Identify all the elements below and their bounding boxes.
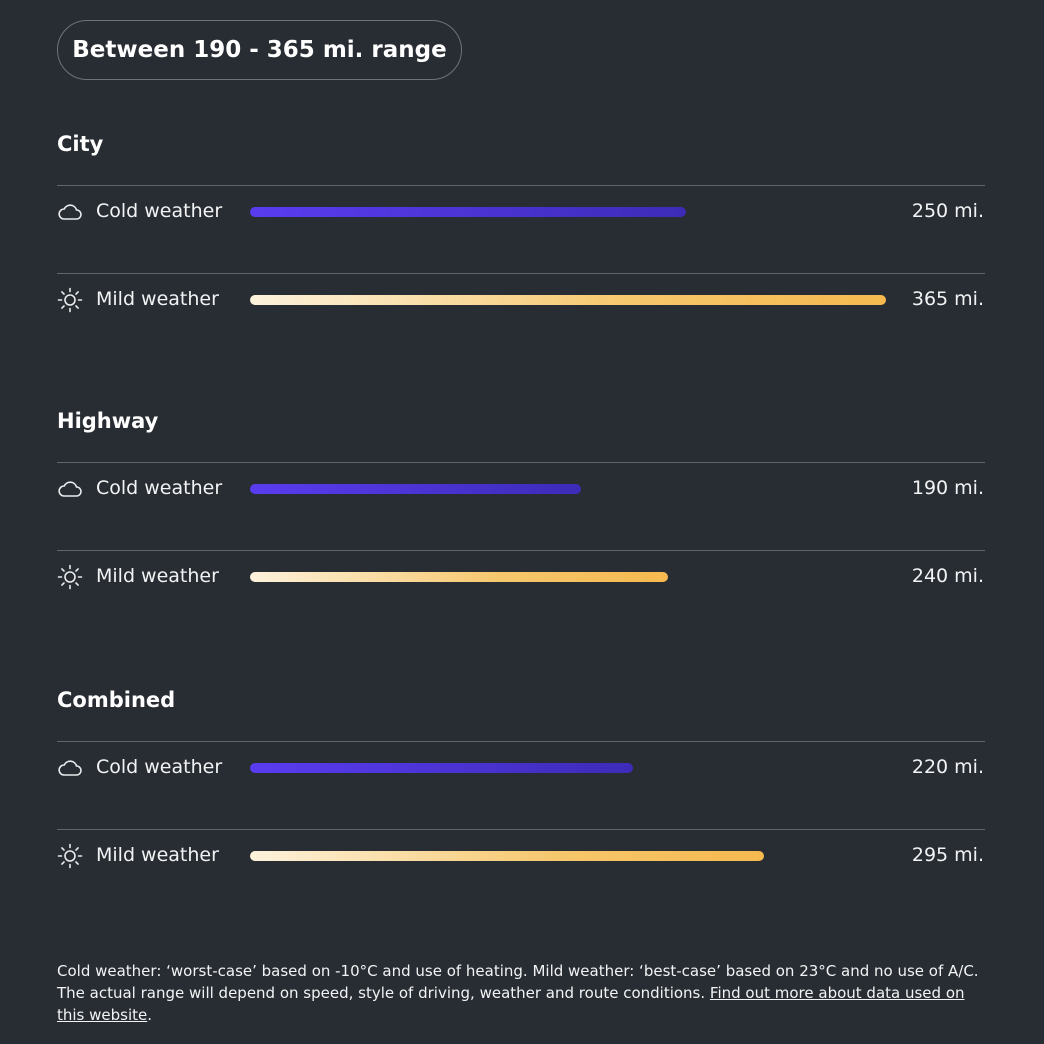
cold-weather-bar — [250, 207, 686, 217]
range-pill: Between 190 - 365 mi. range — [57, 20, 462, 80]
section-title: City — [57, 132, 104, 156]
cloud-icon — [56, 198, 84, 226]
row-label: Mild weather — [96, 844, 219, 866]
cloud-icon — [56, 475, 84, 503]
row-value: 240 mi. — [911, 565, 984, 587]
row-value: 365 mi. — [911, 288, 984, 310]
row-divider — [57, 273, 985, 274]
cold-weather-bar — [250, 484, 581, 494]
row-value: 295 mi. — [911, 844, 984, 866]
footnote: Cold weather: ‘worst-case’ based on -10°… — [57, 960, 992, 1026]
row-label: Cold weather — [96, 477, 223, 499]
row-value: 250 mi. — [911, 200, 984, 222]
mild-weather-bar — [250, 851, 764, 861]
row-label: Mild weather — [96, 288, 219, 310]
sun-icon — [56, 563, 84, 591]
row-value: 190 mi. — [911, 477, 984, 499]
mild-weather-bar — [250, 295, 886, 305]
row-value: 220 mi. — [911, 756, 984, 778]
sun-icon — [56, 286, 84, 314]
footnote-line1: Cold weather: ‘worst-case’ based on -10°… — [57, 962, 979, 980]
footnote-suffix: . — [147, 1006, 153, 1024]
row-label: Cold weather — [96, 200, 223, 222]
row-label: Mild weather — [96, 565, 219, 587]
sun-icon — [56, 842, 84, 870]
row-divider — [57, 829, 985, 830]
section-title: Combined — [57, 688, 176, 712]
row-divider — [57, 462, 985, 463]
row-divider — [57, 185, 985, 186]
section-title: Highway — [57, 409, 159, 433]
mild-weather-bar — [250, 572, 668, 582]
cold-weather-bar — [250, 763, 633, 773]
row-divider — [57, 550, 985, 551]
data-info-link[interactable]: Find out more about data used on this we… — [57, 984, 965, 1024]
row-label: Cold weather — [96, 756, 223, 778]
range-label: Between 190 - 365 mi. range — [72, 37, 447, 63]
row-divider — [57, 741, 985, 742]
footnote-line2: The actual range will depend on speed, s… — [57, 984, 706, 1002]
cloud-icon — [56, 754, 84, 782]
